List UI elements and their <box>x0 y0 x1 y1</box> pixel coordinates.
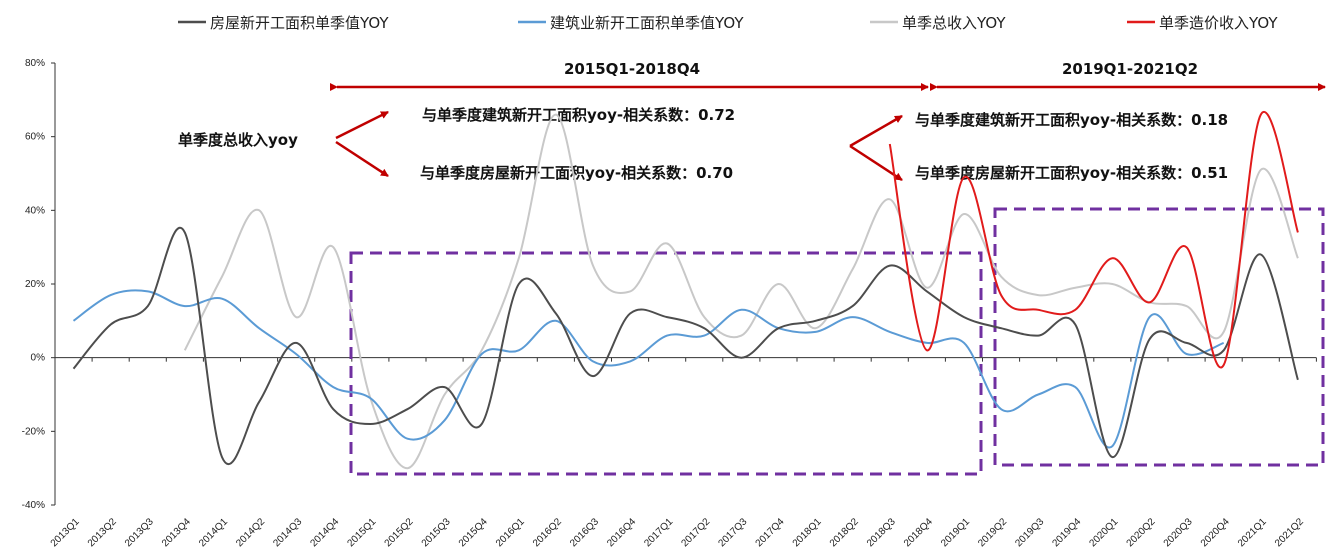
corr2-label: 与单季度房屋新开工面积yoy-相关系数：0.70 <box>420 164 733 182</box>
period2-label: 2019Q1-2021Q2 <box>1062 60 1198 78</box>
legend-total-revenue-label: 单季总收入YOY <box>902 14 1006 32</box>
x-tick-label: 2021Q1 <box>1236 516 1269 549</box>
x-tick-label: 2021Q2 <box>1273 516 1306 549</box>
y-tick-label: 80% <box>25 58 45 69</box>
period1-label: 2015Q1-2018Q4 <box>564 60 700 78</box>
x-tick-label: 2016Q3 <box>568 516 601 549</box>
y-tick-label: 0% <box>31 353 46 364</box>
corr3-label: 与单季度建筑新开工面积yoy-相关系数：0.18 <box>915 111 1228 129</box>
y-tick-label: 20% <box>25 279 45 290</box>
x-tick-label: 2017Q4 <box>754 516 787 549</box>
x-tick-label: 2014Q4 <box>308 516 341 549</box>
x-tick-label: 2017Q1 <box>642 516 675 549</box>
x-tick-label: 2018Q3 <box>865 516 898 549</box>
period2-box <box>993 207 1325 467</box>
x-tick-label: 2019Q2 <box>976 516 1009 549</box>
x-tick-label: 2016Q4 <box>605 516 638 549</box>
legend: 房屋新开工面积单季值YOY 建筑业新开工面积单季值YOY 单季总收入YOY 单季造价收… <box>178 14 1278 32</box>
x-tick-label: 2020Q4 <box>1199 516 1232 549</box>
y-tick-label: -20% <box>22 426 45 437</box>
left-upper-arrow <box>335 110 389 140</box>
period1-box <box>349 251 983 476</box>
left-label: 单季度总收入yoy <box>178 131 298 149</box>
x-tick-label: 2013Q2 <box>86 516 119 549</box>
series-housing-starts-line <box>72 227 1299 466</box>
y-axis: 80% 60% 40% 20% 0% -20% -40% <box>22 58 56 511</box>
x-tick-label: 2019Q1 <box>939 516 972 549</box>
legend-cost-revenue-label: 单季造价收入YOY <box>1159 14 1278 32</box>
corr1-label: 与单季度建筑新开工面积yoy-相关系数：0.72 <box>422 106 735 124</box>
x-tick-label: 2018Q4 <box>902 516 935 549</box>
y-tick-label: -40% <box>22 500 45 511</box>
x-tick-label: 2015Q3 <box>420 516 453 549</box>
series-total-revenue-line <box>183 113 1299 470</box>
x-tick-label: 2014Q2 <box>234 516 267 549</box>
x-tick-label: 2015Q1 <box>346 516 379 549</box>
series-lines <box>72 110 1299 470</box>
x-tick-label: 2015Q4 <box>457 516 490 549</box>
x-tick-label: 2020Q2 <box>1125 516 1158 549</box>
x-tick-label: 2020Q1 <box>1088 516 1121 549</box>
x-tick-label: 2017Q3 <box>717 516 750 549</box>
legend-construction-starts-label: 建筑业新开工面积单季值YOY <box>550 14 744 32</box>
x-tick-label: 2016Q1 <box>494 516 527 549</box>
x-tick-label: 2019Q4 <box>1050 516 1083 549</box>
right-upper-arrow <box>849 114 903 148</box>
series-construction-starts-line <box>72 289 1225 449</box>
x-tick-label: 2014Q3 <box>271 516 304 549</box>
x-tick-label: 2014Q1 <box>197 516 230 549</box>
x-axis: 2013Q1 2013Q2 2013Q3 2013Q4 2014Q1 2014Q2 2014… <box>49 357 1317 549</box>
x-tick-label: 2017Q2 <box>679 516 712 549</box>
x-tick-label: 2020Q3 <box>1162 516 1195 549</box>
x-tick-label: 2015Q2 <box>383 516 416 549</box>
x-tick-label: 2019Q3 <box>1013 516 1046 549</box>
corr4-label: 与单季度房屋新开工面积yoy-相关系数：0.51 <box>915 164 1228 182</box>
series-cost-revenue-line <box>888 110 1299 369</box>
x-tick-label: 2013Q3 <box>123 516 156 549</box>
correlation-annotations: 单季度总收入yoy 与单季度建筑新开工面积yoy-相关系数：0.72 与单季度房… <box>178 106 1228 182</box>
x-tick-label: 2018Q2 <box>828 516 861 549</box>
x-tick-label: 2018Q1 <box>791 516 824 549</box>
x-tick-label: 2013Q1 <box>49 516 82 549</box>
y-tick-label: 40% <box>25 205 45 216</box>
left-lower-arrow <box>335 140 389 178</box>
y-tick-label: 60% <box>25 132 45 143</box>
x-tick-label: 2016Q2 <box>531 516 564 549</box>
x-tick-label: 2013Q4 <box>160 516 193 549</box>
legend-housing-starts-label: 房屋新开工面积单季值YOY <box>210 14 389 32</box>
period-arrows: 2015Q1-2018Q4 2019Q1-2021Q2 <box>330 60 1326 91</box>
